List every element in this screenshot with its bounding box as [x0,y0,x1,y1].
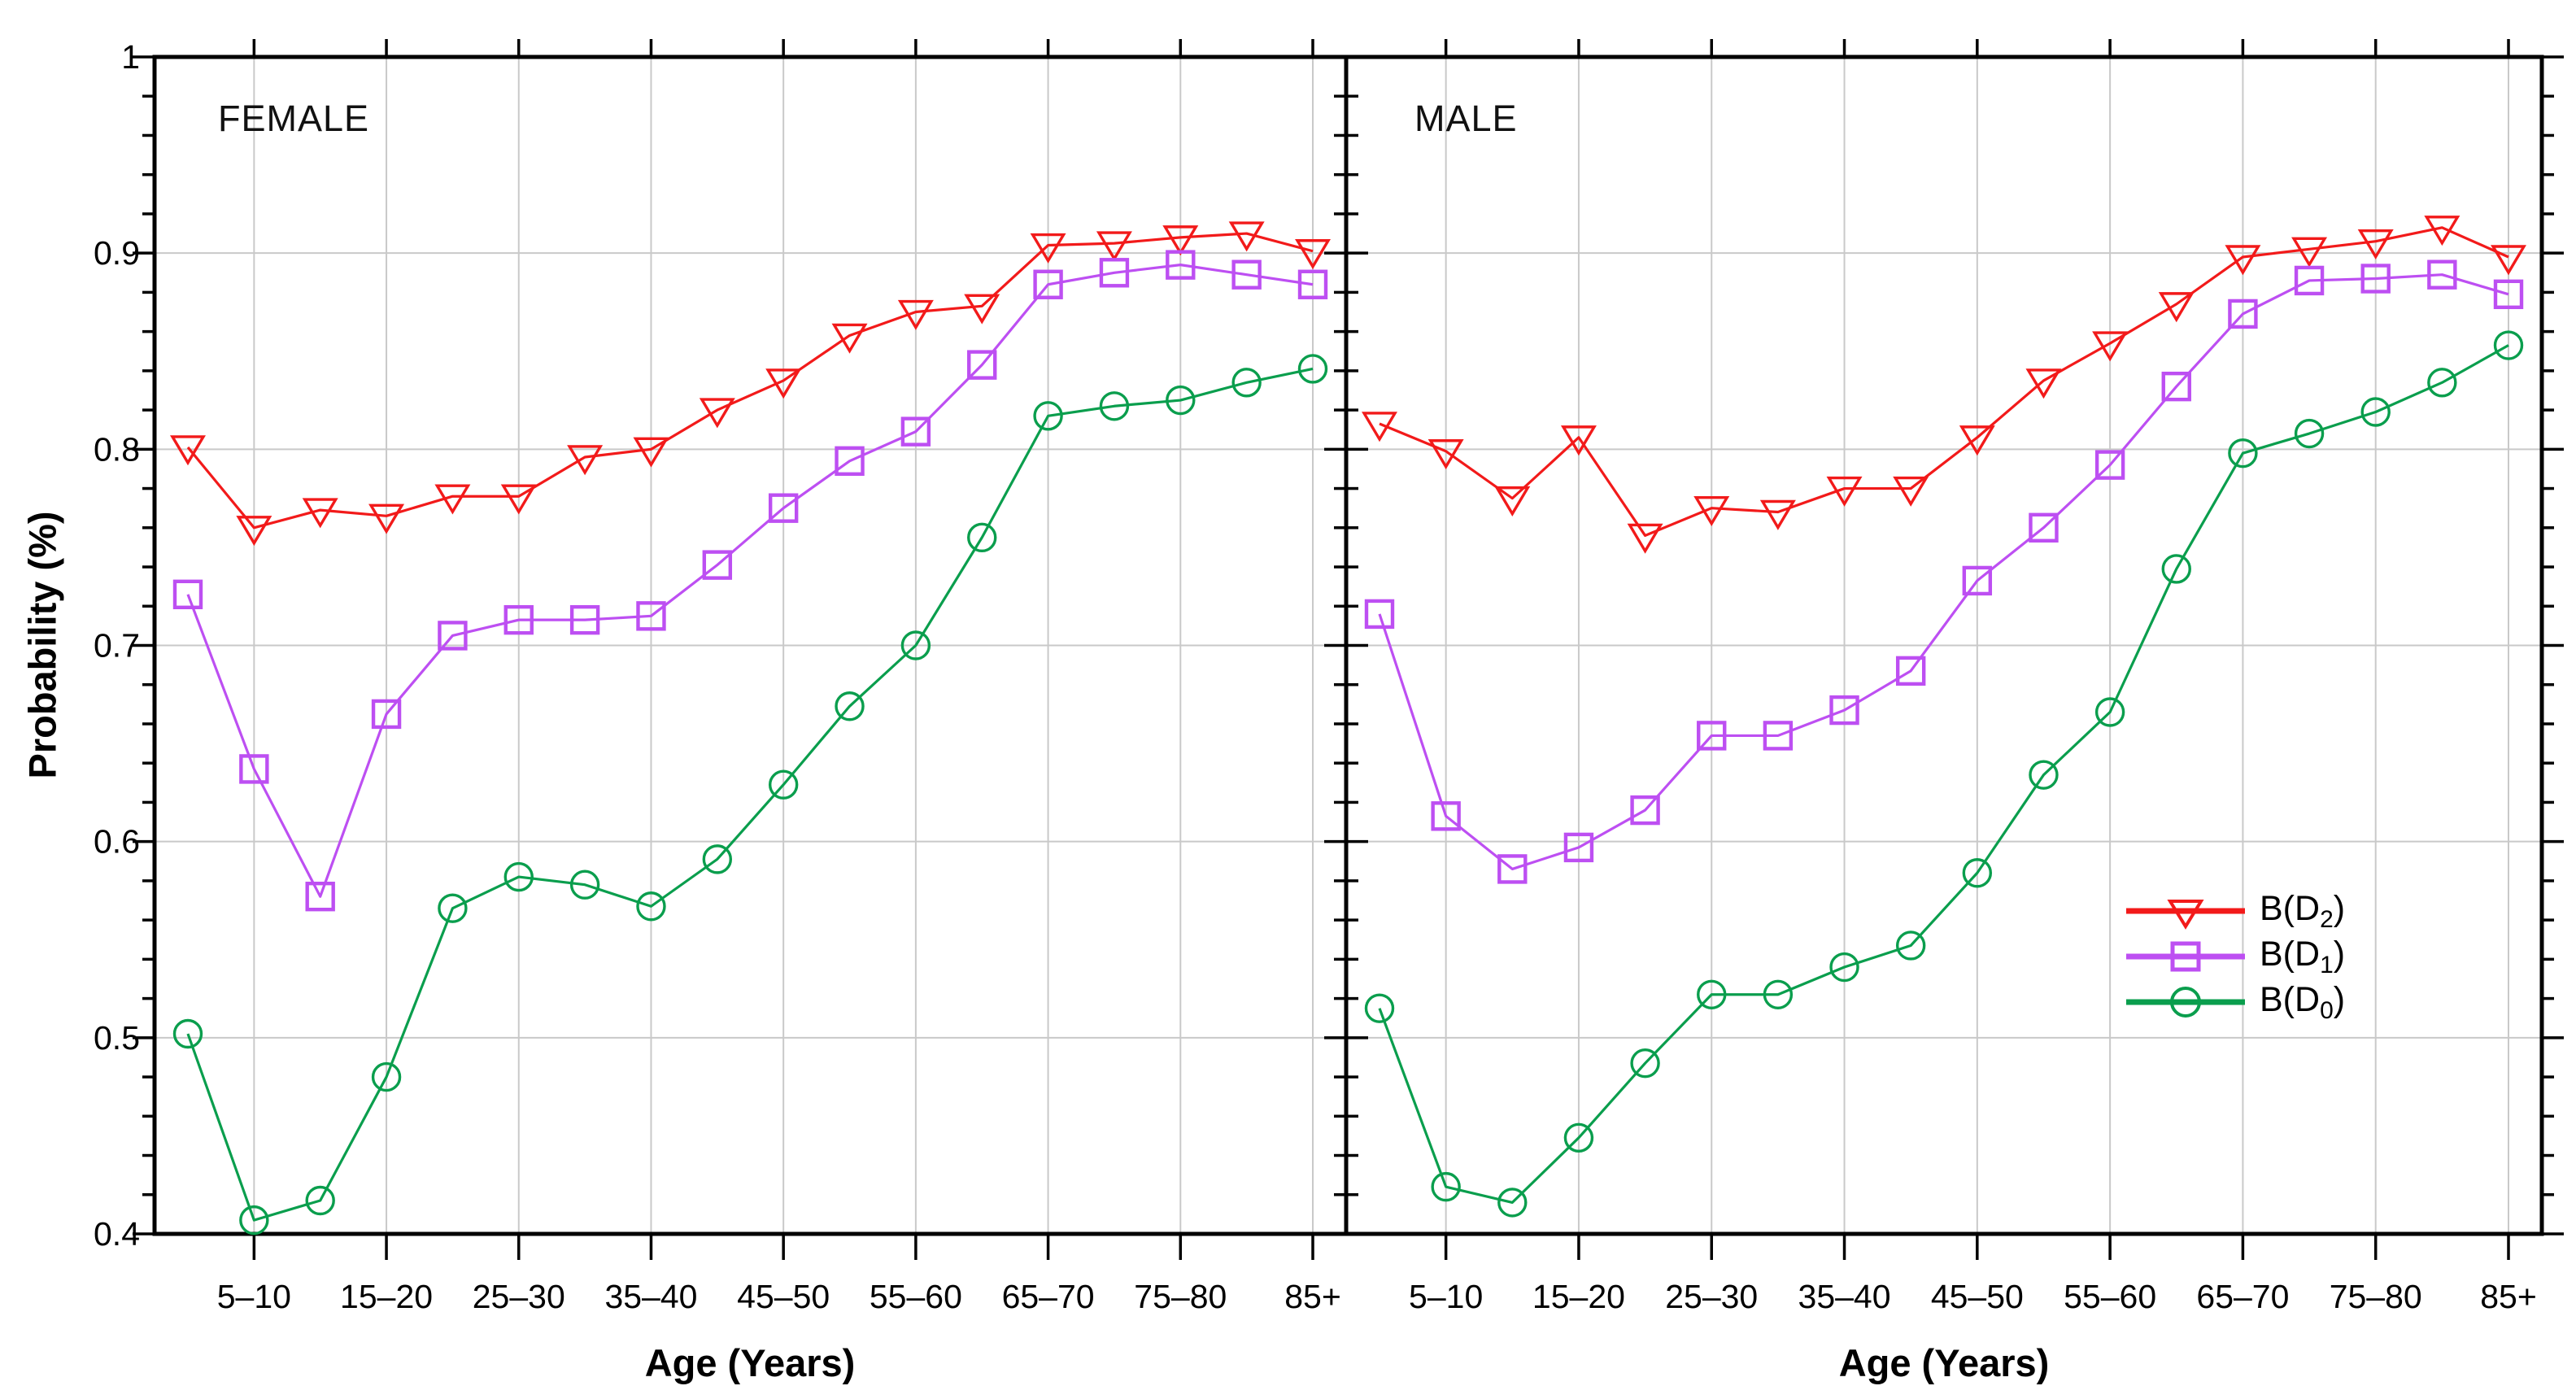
svg-text:85+: 85+ [2480,1278,2537,1315]
legend-item-bd0: B(D0) [2125,979,2345,1025]
svg-text:1: 1 [121,38,140,76]
svg-text:35–40: 35–40 [1798,1278,1891,1315]
panel-title-female: FEMALE [218,98,370,139]
svg-text:15–20: 15–20 [1532,1278,1625,1315]
x-axis-title-female: Age (Years) [644,1341,856,1384]
svg-text:0.5: 0.5 [94,1019,140,1057]
svg-text:35–40: 35–40 [604,1278,697,1315]
svg-text:0.8: 0.8 [94,430,140,468]
svg-text:55–60: 55–60 [2064,1278,2156,1315]
svg-text:55–60: 55–60 [870,1278,962,1315]
svg-text:75–80: 75–80 [2330,1278,2422,1315]
legend-label-bd1: B(D1) [2260,934,2346,978]
legend-item-bd2: B(D2) [2125,888,2345,934]
svg-text:65–70: 65–70 [2196,1278,2289,1315]
legend-marker-bd0-icon [2126,987,2245,1018]
svg-text:0.6: 0.6 [94,823,140,861]
svg-text:0.7: 0.7 [94,627,140,665]
svg-text:45–50: 45–50 [737,1278,830,1315]
svg-text:65–70: 65–70 [1002,1278,1095,1315]
legend-label-bd2: B(D2) [2260,888,2346,933]
svg-text:25–30: 25–30 [473,1278,565,1315]
svg-text:0.4: 0.4 [94,1215,140,1253]
x-axis-title-male: Age (Years) [1838,1341,2050,1384]
legend-marker-bd1-icon [2126,941,2245,972]
svg-text:85+: 85+ [1284,1278,1341,1315]
svg-text:5–10: 5–10 [1409,1278,1483,1315]
y-axis-title: Probability (%) [20,511,64,779]
legend: B(D2) B(D1) B(D0) [2125,888,2345,1025]
legend-label-bd0: B(D0) [2260,979,2346,1024]
svg-text:25–30: 25–30 [1665,1278,1758,1315]
legend-item-bd1: B(D1) [2125,934,2345,979]
svg-text:5–10: 5–10 [217,1278,291,1315]
panel-title-male: MALE [1414,98,1518,139]
svg-text:75–80: 75–80 [1134,1278,1227,1315]
svg-text:45–50: 45–50 [1931,1278,2024,1315]
svg-text:15–20: 15–20 [340,1278,433,1315]
legend-marker-bd2-icon [2126,900,2245,930]
svg-text:0.9: 0.9 [94,234,140,272]
